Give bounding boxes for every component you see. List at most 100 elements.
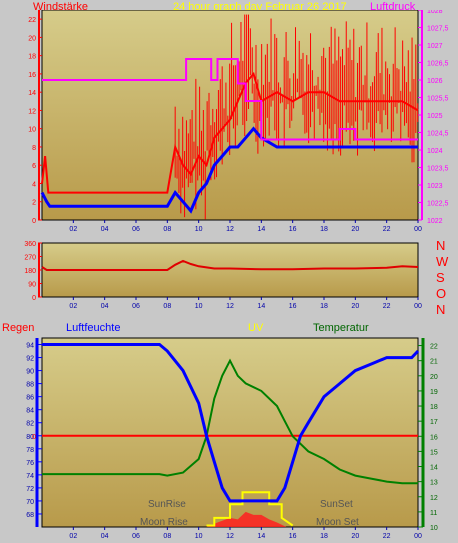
wind-y-tick-label: 16 bbox=[28, 72, 36, 79]
rain-y-tick-label: 0 bbox=[32, 434, 36, 441]
wind-x-tick-label: 18 bbox=[320, 226, 328, 233]
wind-gust-line bbox=[41, 71, 419, 194]
pressure-y-tick-label: 1027,5 bbox=[427, 26, 449, 33]
uv-line bbox=[206, 491, 294, 527]
direction-x-tick-label: 10 bbox=[195, 303, 203, 310]
wind-x-tick-label: 12 bbox=[226, 226, 234, 233]
humidity-x-tick-label: 02 bbox=[69, 533, 77, 540]
wind-x-tick-label: 02 bbox=[69, 226, 77, 233]
pressure-y-tick-label: 1023,5 bbox=[427, 166, 449, 173]
direction-y-tick-label: 0 bbox=[32, 295, 36, 302]
humidity-y-tick-label: 92 bbox=[26, 356, 34, 363]
direction-x-tick-label: 02 bbox=[69, 303, 77, 310]
compass-w: W bbox=[436, 254, 449, 269]
direction-x-tick-label: 14 bbox=[257, 303, 265, 310]
rain-label: Regen bbox=[2, 322, 35, 334]
wind-y-tick-label: 14 bbox=[28, 90, 36, 97]
temperature-label: Temperatur bbox=[313, 322, 369, 334]
wind-y-tick-label: 12 bbox=[28, 108, 36, 115]
wind-x-tick-label: 20 bbox=[351, 226, 359, 233]
humidity-x-tick-label: 10 bbox=[195, 533, 203, 540]
humidity-temperature-chart: 68 70 72 74 76 78 80 82 84 86 88 90 92 94 10 11 12 13 14 15… bbox=[26, 337, 438, 540]
pressure-y-tick-label: 1022,5 bbox=[427, 201, 449, 208]
pressure-y-tick-label: 1022 bbox=[427, 218, 443, 225]
pressure-y-tick-label: 1023 bbox=[427, 183, 443, 190]
temperature-y-tick-label: 12 bbox=[430, 495, 438, 502]
wind-y-tick-label: 20 bbox=[28, 35, 36, 42]
humidity-x-tick-label: 06 bbox=[132, 533, 140, 540]
direction-x-tick-label: 08 bbox=[163, 303, 171, 310]
humidity-y-tick-label: 94 bbox=[26, 343, 34, 350]
humidity-x-tick-label: 00 bbox=[414, 533, 422, 540]
wind-x-tick-label: 08 bbox=[163, 226, 171, 233]
direction-line bbox=[41, 259, 419, 271]
pressure-y-tick-label: 1024,5 bbox=[427, 131, 449, 138]
pressure-y-tick-label: 1025 bbox=[427, 113, 443, 120]
humidity-label: Luftfeuchte bbox=[66, 322, 121, 334]
temperature-y-tick-label: 10 bbox=[430, 525, 438, 532]
wind-x-tick-label: 04 bbox=[101, 226, 109, 233]
humidity-x-tick-label: 18 bbox=[320, 533, 328, 540]
pressure-y-tick-label: 1024 bbox=[427, 148, 443, 155]
pressure-y-tick-label: 1025,5 bbox=[427, 96, 449, 103]
pressure-y-tick-label: 1027 bbox=[427, 43, 443, 50]
humidity-y-tick-label: 86 bbox=[26, 395, 34, 402]
temperature-y-tick-label: 20 bbox=[430, 374, 438, 381]
wind-pressure-chart: 024681012141618202210221022,510231023,51… bbox=[28, 10, 449, 233]
wind-x-tick-label: 10 bbox=[195, 226, 203, 233]
humidity-x-tick-label: 16 bbox=[289, 533, 297, 540]
wind-y-tick-label: 0 bbox=[32, 218, 36, 225]
direction-y-tick-label: 360 bbox=[24, 241, 36, 248]
wind-avg-line bbox=[40, 126, 418, 214]
direction-x-tick-label: 12 bbox=[226, 303, 234, 310]
wind-x-tick-label: 14 bbox=[257, 226, 265, 233]
humidity-y-tick-label: 68 bbox=[26, 512, 34, 519]
sunset-label: SunSet bbox=[320, 499, 353, 510]
compass-n-bottom: N bbox=[436, 302, 446, 317]
direction-y-tick-label: 180 bbox=[24, 268, 36, 275]
direction-x-tick-label: 16 bbox=[289, 303, 297, 310]
temperature-y-tick-label: 11 bbox=[430, 510, 437, 517]
temperature-y-tick-label: 15 bbox=[430, 449, 438, 456]
humidity-x-tick-label: 22 bbox=[383, 533, 391, 540]
direction-x-tick-label: 04 bbox=[101, 303, 109, 310]
humidity-y-tick-label: 78 bbox=[26, 447, 34, 454]
compass-n-top: N bbox=[436, 238, 446, 253]
wind-y-tick-label: 4 bbox=[32, 181, 36, 188]
direction-x-tick-label: 00 bbox=[414, 303, 422, 310]
moonrise-label: Moon Rise bbox=[140, 517, 188, 528]
temperature-y-tick-label: 19 bbox=[430, 389, 438, 396]
compass-o: O bbox=[436, 286, 447, 301]
moonset-label: Moon Set bbox=[316, 517, 359, 528]
wind-direction-chart: 0 90 180 270 360 02 04 06 08 10 12 14 16 18 20 22 00 bbox=[24, 241, 422, 310]
wind-y-tick-label: 18 bbox=[28, 54, 36, 61]
humidity-x-tick-label: 12 bbox=[226, 533, 234, 540]
wind-y-tick-label: 22 bbox=[28, 17, 36, 24]
temperature-y-tick-label: 16 bbox=[430, 434, 438, 441]
wind-x-tick-label: 00 bbox=[414, 226, 422, 233]
direction-x-tick-label: 18 bbox=[320, 303, 328, 310]
wind-y-tick-label: 8 bbox=[32, 145, 36, 152]
direction-y-tick-label: 90 bbox=[28, 282, 36, 289]
temperature-y-tick-label: 18 bbox=[430, 404, 438, 411]
humidity-y-tick-label: 70 bbox=[26, 499, 34, 506]
humidity-y-tick-label: 74 bbox=[26, 473, 34, 480]
wind-y-tick-label: 2 bbox=[32, 200, 36, 207]
wind-y-tick-label: 10 bbox=[28, 127, 36, 134]
direction-x-tick-label: 20 bbox=[351, 303, 359, 310]
solar-area bbox=[206, 511, 287, 527]
uv-label: UV bbox=[248, 322, 264, 334]
humidity-y-tick-label: 88 bbox=[26, 382, 34, 389]
wind-x-tick-label: 16 bbox=[289, 226, 297, 233]
humidity-y-tick-label: 72 bbox=[26, 486, 34, 493]
pressure-line bbox=[42, 58, 418, 141]
pressure-y-tick-label: 1028 bbox=[427, 10, 443, 15]
direction-x-tick-label: 06 bbox=[132, 303, 140, 310]
compass-s: S bbox=[436, 270, 445, 285]
direction-y-tick-label: 270 bbox=[24, 255, 36, 262]
temperature-y-tick-label: 21 bbox=[430, 359, 438, 366]
humidity-y-tick-label: 76 bbox=[26, 460, 34, 467]
humidity-line bbox=[42, 343, 420, 503]
temperature-line bbox=[42, 358, 418, 485]
humidity-y-tick-label: 82 bbox=[26, 421, 34, 428]
